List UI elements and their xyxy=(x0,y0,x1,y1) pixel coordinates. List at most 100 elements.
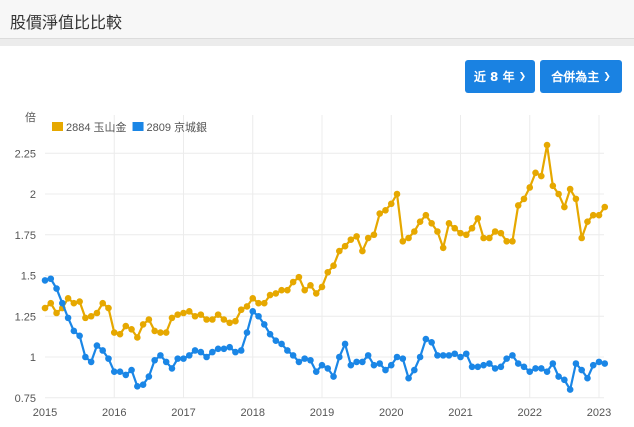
data-point xyxy=(162,329,170,336)
data-point xyxy=(237,306,245,314)
data-point xyxy=(341,340,349,348)
range-dropdown-button[interactable]: 近 8 年 ❯ xyxy=(465,60,535,93)
data-point xyxy=(157,352,164,359)
data-point xyxy=(439,244,447,252)
data-point xyxy=(99,299,107,307)
legend-label[interactable]: 2809 京城銀 xyxy=(147,120,208,134)
data-point xyxy=(549,182,557,190)
legend-swatch xyxy=(52,122,63,131)
basis-label: 合併為主 xyxy=(551,70,600,84)
data-point xyxy=(289,352,297,359)
data-point xyxy=(422,335,430,343)
data-point xyxy=(139,381,147,389)
legend-label[interactable]: 2884 玉山金 xyxy=(66,120,127,134)
data-point xyxy=(434,228,441,235)
data-point xyxy=(578,366,585,374)
data-point xyxy=(497,363,505,371)
data-point xyxy=(393,353,401,361)
data-point xyxy=(353,358,360,366)
data-point xyxy=(336,353,343,361)
data-point xyxy=(318,283,326,291)
data-point xyxy=(549,360,557,367)
data-point xyxy=(226,343,233,351)
data-point xyxy=(589,361,597,369)
data-point xyxy=(214,345,222,353)
data-point xyxy=(116,330,124,338)
data-point xyxy=(145,316,153,323)
header-divider xyxy=(0,39,634,46)
data-point xyxy=(232,317,239,325)
data-point xyxy=(503,355,510,362)
data-point xyxy=(526,184,534,191)
data-point xyxy=(197,311,205,318)
data-point xyxy=(566,185,574,193)
data-point xyxy=(307,356,314,364)
x-tick-label: 2015 xyxy=(33,407,57,419)
data-point xyxy=(382,366,389,374)
data-point xyxy=(249,308,257,315)
data-point xyxy=(497,229,505,237)
data-point xyxy=(405,234,412,242)
data-point xyxy=(110,329,118,336)
data-point xyxy=(347,361,355,369)
data-point xyxy=(491,228,499,235)
data-point xyxy=(47,275,55,283)
data-point xyxy=(520,195,528,203)
data-point xyxy=(220,316,228,323)
data-point xyxy=(411,228,418,235)
data-point xyxy=(134,334,141,341)
data-point xyxy=(59,304,66,312)
data-point xyxy=(353,233,360,240)
data-point xyxy=(595,358,603,366)
data-point xyxy=(151,327,158,335)
data-point xyxy=(561,376,568,384)
data-point xyxy=(41,277,49,284)
basis-dropdown-button[interactable]: 合併為主 ❯ xyxy=(540,60,622,93)
y-tick-label: 1.5 xyxy=(21,271,36,283)
data-point xyxy=(457,353,464,361)
x-tick-label: 2023 xyxy=(587,407,611,419)
data-point xyxy=(318,361,326,369)
data-point xyxy=(272,337,280,345)
data-point xyxy=(393,190,401,198)
data-point xyxy=(128,366,135,374)
data-point xyxy=(462,350,470,358)
data-point xyxy=(151,356,158,364)
y-tick-label: 0.75 xyxy=(15,393,36,405)
data-point xyxy=(249,295,257,302)
data-point xyxy=(503,237,510,245)
data-point xyxy=(64,314,72,322)
x-axis: 2015 2016 2017 2018 2019 2020 2021 2022 2023 xyxy=(33,407,611,419)
data-point xyxy=(168,314,176,322)
data-point xyxy=(289,278,297,286)
data-point xyxy=(134,383,141,390)
x-tick-label: 2018 xyxy=(241,407,265,419)
data-point xyxy=(330,262,337,270)
data-point xyxy=(110,368,118,375)
data-point xyxy=(47,299,55,307)
data-point xyxy=(185,308,193,315)
data-point xyxy=(537,172,545,180)
x-tick-label: 2020 xyxy=(379,407,403,419)
data-point xyxy=(226,319,233,327)
data-point xyxy=(601,203,609,211)
y-tick-label: 2.25 xyxy=(15,148,36,160)
data-point xyxy=(532,169,539,177)
data-point xyxy=(255,299,262,307)
data-point xyxy=(474,363,482,371)
data-point xyxy=(416,353,424,361)
data-point xyxy=(359,358,366,366)
data-point xyxy=(336,247,343,255)
data-point xyxy=(370,231,378,239)
data-point xyxy=(566,386,574,393)
data-point xyxy=(220,345,228,353)
chart-grid xyxy=(45,115,604,399)
data-point xyxy=(191,312,199,320)
data-point xyxy=(168,365,176,372)
data-point xyxy=(376,360,384,367)
data-point xyxy=(128,325,135,333)
data-point xyxy=(87,358,95,366)
data-point xyxy=(191,347,199,354)
x-tick-label: 2021 xyxy=(448,407,472,419)
data-point xyxy=(520,363,528,371)
